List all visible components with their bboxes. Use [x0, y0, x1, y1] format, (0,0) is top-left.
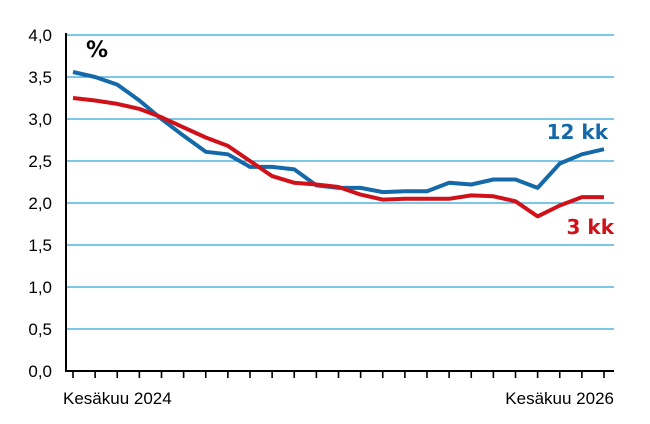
y-tick-label: 4,0 [28, 26, 52, 45]
y-tick-label: 1,0 [28, 278, 52, 297]
x-start-label: Kesäkuu 2024 [63, 389, 172, 408]
axes [65, 33, 614, 378]
series-line-3kk [72, 96, 604, 219]
y-tick-label: 0,0 [28, 362, 52, 381]
y-tick-label: 0,5 [28, 320, 52, 339]
x-end-label: Kesäkuu 2026 [505, 389, 614, 408]
y-tick-label: 2,0 [28, 194, 52, 213]
series-line-12kk [72, 70, 605, 195]
y-tick-label: 3,0 [28, 110, 52, 129]
series-label-12kk: 12 kk [547, 120, 609, 144]
unit-label: % [86, 38, 108, 63]
y-axis-tick-labels: 0,0 0,5 1,0 1,5 2,0 2,5 3,0 3,5 4,0 [28, 26, 52, 381]
y-tick-label: 3,5 [28, 68, 52, 87]
series-label-3kk: 3 kk [567, 215, 615, 239]
y-tick-label: 2,5 [28, 152, 52, 171]
series-lines [72, 70, 605, 219]
gridlines [66, 34, 614, 330]
y-tick-label: 1,5 [28, 236, 52, 255]
